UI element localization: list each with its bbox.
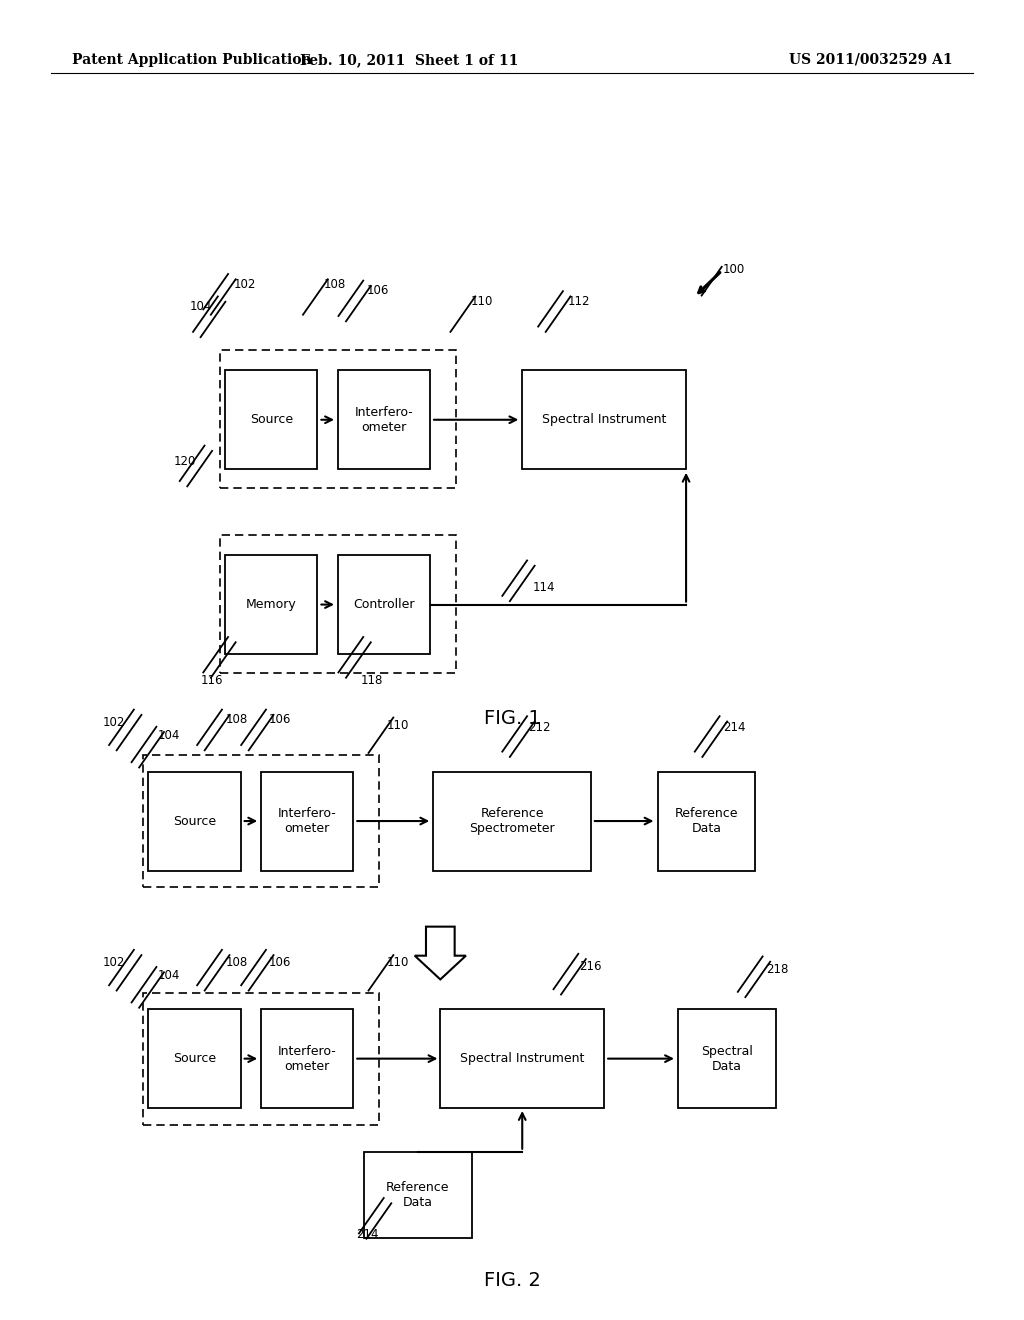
Text: Reference
Data: Reference Data: [675, 807, 738, 836]
Text: 108: 108: [225, 956, 248, 969]
Text: 120: 120: [174, 454, 197, 467]
Bar: [440, 1008, 604, 1109]
Text: Controller: Controller: [353, 598, 415, 611]
Text: 106: 106: [367, 284, 389, 297]
Text: 218: 218: [766, 962, 788, 975]
Text: Patent Application Publication: Patent Application Publication: [72, 53, 311, 67]
Bar: [365, 1151, 471, 1238]
Text: Spectral Instrument: Spectral Instrument: [542, 413, 667, 426]
Text: Reference
Data: Reference Data: [386, 1180, 450, 1209]
Text: Reference
Spectrometer: Reference Spectrometer: [469, 807, 555, 836]
Text: 102: 102: [233, 277, 256, 290]
Bar: [148, 1008, 241, 1109]
Text: 114: 114: [532, 581, 555, 594]
Text: 112: 112: [567, 294, 590, 308]
Bar: [143, 755, 379, 887]
Text: 106: 106: [268, 956, 291, 969]
Text: FIG. 1: FIG. 1: [483, 709, 541, 727]
Text: 104: 104: [189, 300, 212, 313]
Text: FIG. 2: FIG. 2: [483, 1271, 541, 1290]
Text: Spectral
Data: Spectral Data: [701, 1044, 753, 1073]
Text: 110: 110: [471, 294, 494, 308]
Text: 216: 216: [580, 960, 602, 973]
Polygon shape: [415, 927, 466, 979]
Text: 118: 118: [360, 673, 383, 686]
Bar: [522, 370, 686, 469]
Text: Interfero-
ometer: Interfero- ometer: [354, 405, 414, 434]
Text: US 2011/0032529 A1: US 2011/0032529 A1: [788, 53, 952, 67]
Text: 104: 104: [158, 729, 180, 742]
Bar: [225, 370, 317, 469]
Text: 214: 214: [723, 721, 745, 734]
Bar: [432, 771, 592, 871]
Text: 116: 116: [201, 673, 223, 686]
Text: Interfero-
ometer: Interfero- ometer: [278, 807, 337, 836]
Text: Spectral Instrument: Spectral Instrument: [460, 1052, 585, 1065]
Text: 212: 212: [528, 721, 551, 734]
Bar: [143, 993, 379, 1125]
Text: Interfero-
ometer: Interfero- ometer: [278, 1044, 337, 1073]
Text: 108: 108: [225, 713, 248, 726]
Bar: [225, 554, 317, 653]
Text: Feb. 10, 2011  Sheet 1 of 11: Feb. 10, 2011 Sheet 1 of 11: [300, 53, 519, 67]
Text: 108: 108: [324, 277, 346, 290]
Bar: [261, 771, 353, 871]
Text: Source: Source: [250, 413, 293, 426]
Bar: [338, 554, 430, 653]
Text: 110: 110: [387, 956, 410, 969]
Bar: [220, 535, 456, 673]
Text: 102: 102: [102, 956, 125, 969]
Bar: [220, 350, 456, 488]
Bar: [261, 1008, 353, 1109]
Text: 102: 102: [102, 715, 125, 729]
Text: Source: Source: [173, 814, 216, 828]
Text: 104: 104: [158, 969, 180, 982]
Text: Source: Source: [173, 1052, 216, 1065]
Bar: [148, 771, 241, 871]
Text: 110: 110: [387, 718, 410, 731]
Text: Memory: Memory: [246, 598, 297, 611]
Bar: [657, 771, 755, 871]
Text: 100: 100: [723, 263, 745, 276]
Bar: [338, 370, 430, 469]
Bar: [678, 1008, 776, 1109]
Text: 106: 106: [268, 713, 291, 726]
Text: 214: 214: [356, 1228, 379, 1241]
